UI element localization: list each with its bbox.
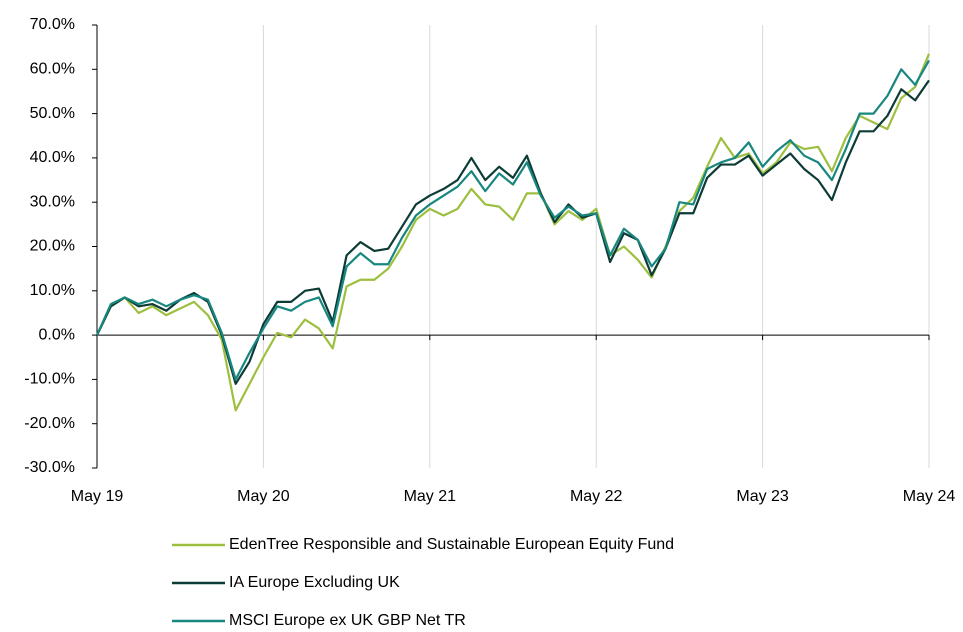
y-tick-label: 50.0%	[30, 105, 75, 122]
y-tick-label: 60.0%	[30, 61, 75, 78]
y-tick-label: 40.0%	[30, 149, 75, 166]
y-tick-label: 0.0%	[39, 326, 75, 343]
y-tick-label: 30.0%	[30, 193, 75, 210]
y-tick-label: 10.0%	[30, 282, 75, 299]
series-line	[95, 59, 930, 381]
x-tick-label: May 23	[736, 488, 789, 505]
series-line	[96, 53, 931, 412]
y-tick-label: -10.0%	[24, 371, 75, 388]
legend-label: EdenTree Responsible and Sustainable Eur…	[229, 536, 674, 553]
x-tick-label: May 20	[237, 488, 290, 505]
y-tick-label: -30.0%	[24, 459, 75, 476]
legend-label: MSCI Europe ex UK GBP Net TR	[229, 612, 466, 629]
x-tick-label: May 19	[71, 488, 124, 505]
y-tick-label: 70.0%	[30, 16, 75, 33]
x-tick-label: May 24	[903, 488, 956, 505]
series-line	[96, 79, 930, 385]
x-tick-label: May 21	[404, 488, 457, 505]
x-tick-label: May 22	[570, 488, 623, 505]
y-tick-label: -20.0%	[24, 415, 75, 432]
legend-label: IA Europe Excluding UK	[229, 574, 400, 591]
y-tick-label: 20.0%	[30, 238, 75, 255]
